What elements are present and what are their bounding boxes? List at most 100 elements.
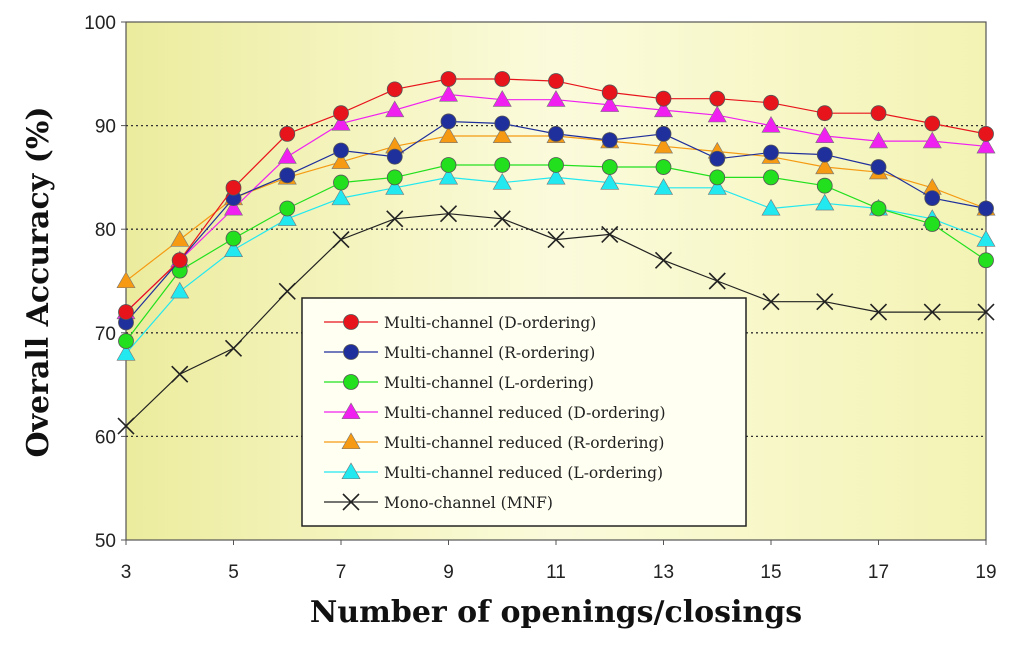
- data-point: [653, 136, 674, 154]
- data-point: [386, 81, 403, 98]
- data-point: [440, 157, 457, 173]
- data-point: [655, 125, 672, 142]
- legend-marker: [342, 493, 360, 511]
- x-tick-label: 19: [975, 562, 996, 583]
- data-point: [816, 293, 834, 311]
- data-point: [870, 159, 887, 175]
- data-point: [333, 105, 349, 122]
- data-point: [439, 205, 458, 223]
- data-point: [548, 157, 564, 173]
- legend-item: Mono-channel (MNF): [324, 493, 553, 512]
- x-tick-label: 9: [443, 562, 454, 583]
- data-point: [492, 90, 512, 107]
- data-point: [279, 200, 296, 217]
- data-point: [492, 126, 512, 144]
- y-tick-label: 70: [95, 324, 116, 345]
- legend-marker: [343, 374, 359, 390]
- y-axis-title: Overall Accuracy (%): [21, 106, 56, 457]
- data-point: [438, 167, 459, 185]
- legend-item: Multi-channel (R-ordering): [324, 344, 595, 362]
- legend-marker: [341, 462, 361, 480]
- legend-label: Multi-channel (L-ordering): [384, 374, 594, 392]
- data-point: [761, 198, 781, 216]
- y-tick-label: 80: [95, 220, 116, 241]
- data-point: [546, 90, 566, 107]
- legend-label: Multi-channel reduced (R-ordering): [384, 434, 664, 452]
- data-point: [708, 272, 726, 290]
- data-point: [223, 198, 244, 216]
- data-point: [277, 209, 297, 226]
- data-point: [331, 113, 351, 131]
- data-point: [548, 125, 564, 142]
- x-tick-label: 7: [336, 562, 347, 583]
- legend-item: Multi-channel reduced (D-ordering): [324, 402, 666, 422]
- data-point: [279, 125, 296, 142]
- legend-marker: [343, 314, 359, 330]
- data-point: [493, 210, 511, 228]
- series-1: [118, 71, 994, 320]
- data-point: [654, 251, 673, 269]
- data-point: [655, 159, 672, 175]
- data-point: [870, 200, 887, 217]
- data-point: [116, 271, 136, 289]
- legend-item: Multi-channel (L-ordering): [324, 374, 594, 392]
- legend-item: Multi-channel reduced (L-ordering): [324, 462, 663, 482]
- data-point: [870, 105, 887, 122]
- x-tick-label: 15: [760, 562, 781, 583]
- data-point: [816, 146, 833, 163]
- legend-marker: [341, 432, 361, 450]
- data-point: [707, 105, 727, 123]
- data-point: [386, 148, 403, 165]
- data-point: [279, 167, 296, 184]
- data-point: [386, 210, 404, 228]
- data-point: [763, 169, 779, 186]
- data-point: [548, 73, 564, 89]
- y-tick-label: 100: [84, 13, 116, 34]
- data-point: [815, 157, 835, 175]
- x-axis-title: Number of openings/closings: [310, 595, 802, 630]
- data-point: [707, 178, 727, 195]
- data-point: [923, 303, 941, 321]
- data-point: [117, 417, 135, 435]
- data-point: [709, 90, 726, 107]
- data-point: [868, 131, 889, 149]
- data-point: [118, 304, 134, 320]
- data-point: [976, 136, 996, 154]
- data-point: [601, 225, 619, 243]
- data-point: [224, 339, 243, 357]
- series-2: [118, 113, 994, 331]
- legend-label: Mono-channel (MNF): [384, 494, 553, 512]
- data-point: [331, 152, 351, 169]
- data-point: [492, 172, 512, 190]
- x-tick-label: 17: [868, 562, 889, 583]
- series-6: [116, 167, 996, 361]
- legend: Multi-channel (D-ordering) Multi-channel …: [301, 297, 747, 527]
- data-point: [116, 343, 136, 361]
- data-point: [118, 333, 134, 349]
- legend-item: Multi-channel (D-ordering): [324, 314, 596, 332]
- data-point: [225, 230, 242, 247]
- data-point: [225, 179, 242, 196]
- legend-label: Multi-channel (R-ordering): [384, 344, 595, 362]
- data-point: [278, 282, 296, 300]
- data-point: [762, 293, 780, 311]
- data-point: [709, 150, 726, 167]
- data-point: [601, 84, 618, 101]
- data-point: [653, 100, 674, 118]
- data-point: [977, 303, 995, 321]
- data-point: [601, 132, 618, 149]
- x-tick-label: 5: [228, 562, 239, 583]
- legend-item: Multi-channel reduced (R-ordering): [324, 432, 664, 452]
- data-point: [494, 115, 511, 132]
- data-point: [386, 169, 403, 186]
- legend-marker: [343, 344, 359, 360]
- data-point: [440, 113, 457, 130]
- y-tick-label: 60: [95, 427, 116, 448]
- data-point: [333, 174, 349, 191]
- data-point: [277, 147, 297, 164]
- data-point: [333, 142, 349, 159]
- data-point: [385, 100, 405, 118]
- y-tick-label: 90: [95, 117, 116, 138]
- data-point: [494, 71, 511, 87]
